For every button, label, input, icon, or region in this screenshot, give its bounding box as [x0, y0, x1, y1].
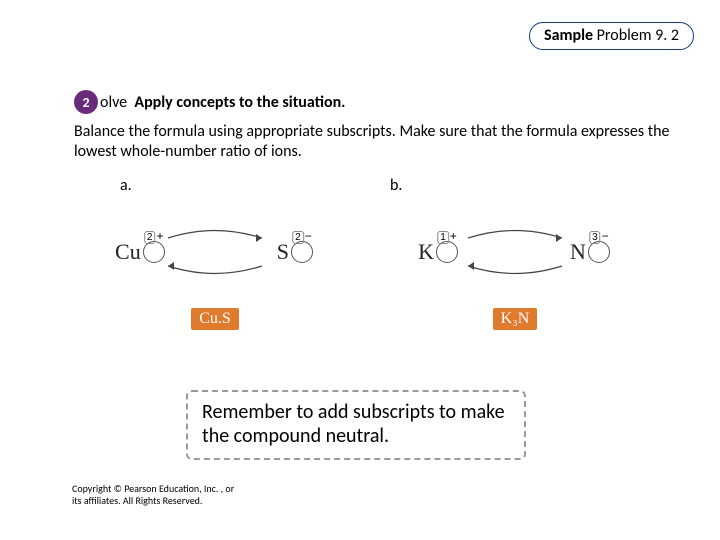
diagram-b-left-elem: K [418, 239, 434, 265]
diagram-b-formula-wrap: K₃N [390, 294, 640, 330]
charge-num: 3 [589, 231, 601, 244]
label-a: a. [120, 176, 390, 195]
diagram-a-right-elem: S [277, 239, 289, 265]
step-instruction: Apply concepts to the situation. [134, 93, 345, 112]
ion-circle-icon [291, 241, 313, 263]
charge-sign: − [305, 229, 312, 243]
charge-sign: − [602, 229, 609, 243]
diagrams-region: Cu 2+ S 2− [90, 222, 650, 352]
copyright-text: Copyright © Pearson Education, Inc. , or… [72, 483, 242, 506]
step-number-circle: 2 [74, 90, 98, 114]
charge-num: 1 [437, 231, 449, 244]
criss-cross-icon [460, 226, 570, 278]
diagram-b: K 1+ N 3− [390, 222, 640, 330]
diagram-b-left-sup: 1+ [437, 229, 457, 244]
charge-num: 2 [292, 231, 304, 244]
diagram-a-right-charge: 2− [291, 241, 313, 263]
step-number: 2 [82, 94, 89, 111]
charge-sign: + [450, 229, 457, 243]
charge-num: 2 [144, 231, 156, 244]
diagram-b-right-charge: 3− [588, 241, 610, 263]
criss-cross-icon [160, 226, 270, 278]
step-row: 2 olve Apply concepts to the situation. [74, 90, 680, 114]
diagram-b-left-charge: 1+ [436, 241, 458, 263]
diagram-a-formula: Cu.S [191, 308, 239, 330]
step-text: olve Apply concepts to the situation. [102, 93, 345, 112]
sample-problem-badge: Sample Problem 9. 2 [529, 22, 694, 50]
diagram-b-right-sup: 3− [589, 229, 609, 244]
solve-fragment: olve [100, 93, 127, 112]
ion-circle-icon [436, 241, 458, 263]
ab-labels: a. b. [120, 176, 660, 195]
callout-text: Remember to add subscripts to make the c… [202, 400, 505, 448]
callout-box: Remember to add subscripts to make the c… [186, 390, 526, 460]
diagram-a-left-elem: Cu [115, 239, 141, 265]
body-text: Balance the formula using appropriate su… [74, 122, 680, 162]
diagram-a-right-sup: 2− [292, 229, 312, 244]
diagram-b-right-elem: N [570, 239, 586, 265]
diagram-b-formula: K₃N [493, 308, 538, 330]
diagram-a-ions: Cu 2+ S 2− [90, 222, 340, 282]
diagram-a: Cu 2+ S 2− [90, 222, 340, 330]
badge-rest: Problem 9. 2 [593, 26, 679, 45]
slide: Sample Problem 9. 2 2 olve Apply concept… [0, 0, 720, 540]
badge-bold: Sample [544, 26, 593, 45]
diagram-b-ions: K 1+ N 3− [390, 222, 640, 282]
diagram-a-formula-wrap: Cu.S [90, 294, 340, 330]
ion-circle-icon [588, 241, 610, 263]
label-b: b. [390, 176, 402, 195]
